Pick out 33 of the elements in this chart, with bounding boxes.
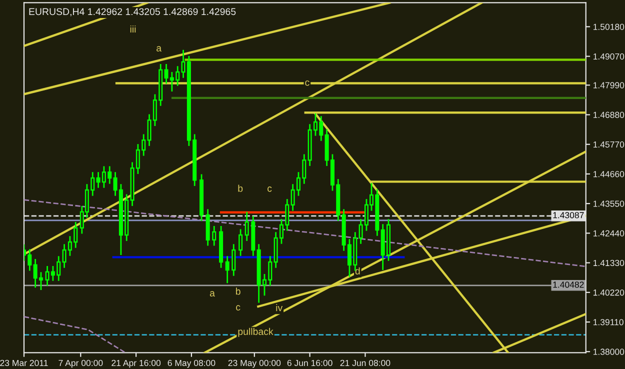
x-tick-label: 21 Apr 16:00 xyxy=(112,360,161,368)
y-tick-label: 1.50180 xyxy=(593,24,624,30)
ref-line-label: 1.43087 xyxy=(553,212,584,218)
annotation: a xyxy=(210,291,215,296)
x-tick-label: 6 Jun 16:00 xyxy=(287,360,332,366)
ref-line-label: 1.40482 xyxy=(553,282,584,288)
annotation: c xyxy=(268,186,272,192)
y-tick-label: 1.47990 xyxy=(593,82,624,88)
annotation: c xyxy=(236,305,240,310)
annotation: iii xyxy=(130,25,136,33)
y-tick-label: 1.43550 xyxy=(593,200,624,207)
x-tick-label: 7 Apr 00:00 xyxy=(58,360,103,368)
annotation: d xyxy=(355,267,360,274)
y-tick-label: 1.45770 xyxy=(593,141,624,148)
annotation: iv xyxy=(276,304,283,312)
y-tick-label: 1.39110 xyxy=(593,319,624,326)
y-tick-label: 1.42440 xyxy=(593,230,624,236)
x-tick-label: 6 May 08:00 xyxy=(168,360,216,368)
chart-title: EURUSD,H4 1.42962 1.43205 1.42869 1.42965 xyxy=(29,8,236,16)
annotation: b xyxy=(238,184,243,192)
y-tick-label: 1.38000 xyxy=(593,348,624,355)
annotation: c xyxy=(305,80,310,86)
annotation: b xyxy=(236,288,240,295)
annotation: a xyxy=(156,46,162,52)
x-tick-label: 21 Jun 08:00 xyxy=(340,360,390,366)
annotation: pullback xyxy=(238,328,274,337)
y-tick-label: 1.40220 xyxy=(593,289,624,296)
y-tick-label: 1.44660 xyxy=(593,171,624,178)
y-tick-label: 1.41330 xyxy=(593,260,624,266)
x-tick-label: 23 Mar 2011 xyxy=(0,360,48,366)
x-tick-label: 23 May 00:00 xyxy=(228,360,281,368)
y-tick-label: 1.49070 xyxy=(593,53,624,60)
y-tick-label: 1.46880 xyxy=(593,112,624,118)
